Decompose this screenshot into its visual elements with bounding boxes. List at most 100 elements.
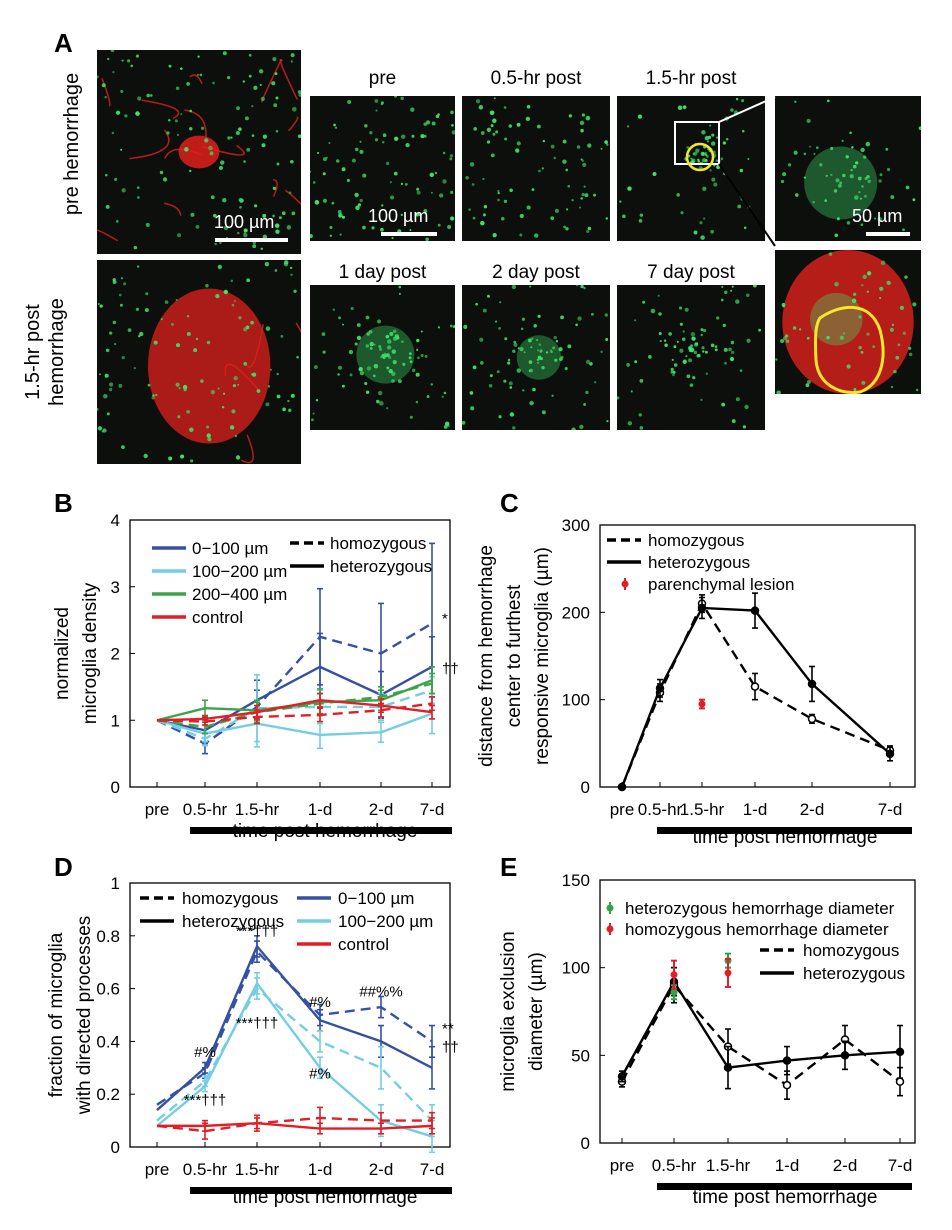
series-line-e	[620, 983, 901, 1087]
panel-label-d: D	[54, 852, 73, 882]
legend-label-c: homozygous	[648, 531, 744, 550]
series-line-d	[156, 986, 433, 1122]
legend-label-d: homozygous	[182, 889, 278, 908]
micrograph-2-day	[462, 285, 610, 430]
x-tick-label-d: 1.5-hr	[235, 1160, 280, 1179]
x-tick-label-d: pre	[145, 1160, 170, 1179]
y-tick-label-d: 0.2	[96, 1085, 120, 1104]
y-tick-label-c: 300	[562, 516, 590, 535]
micrograph-texture	[462, 96, 610, 241]
micrograph-1-day	[310, 285, 455, 430]
series-line-b	[156, 682, 433, 729]
y-tick-label-b: 1	[111, 711, 120, 730]
x-tick-label-b: 0.5-hr	[183, 800, 228, 819]
annotation-d: #%	[309, 1065, 331, 1082]
annotation-d: ††	[442, 1039, 459, 1056]
series-line-d	[156, 949, 433, 1106]
y-tick-label-d: 1	[111, 874, 120, 893]
data-point-e	[895, 1077, 905, 1086]
micrograph-zoom-green	[775, 96, 921, 241]
marker-point-e	[670, 988, 678, 996]
panel-label-e: E	[500, 852, 518, 882]
x-tick-label-c: 7-d	[878, 800, 903, 819]
annotation-d: ***†††	[184, 1092, 227, 1109]
annotation-d: ##%%	[359, 984, 402, 1001]
y-axis-label-e: diameter (µm)	[526, 952, 547, 1071]
title-1-day-post: 1 day post	[338, 262, 427, 283]
annotation-d: ***†††	[236, 923, 279, 940]
y-axis-label-b: normalized	[52, 607, 73, 700]
legend-label-b: 100−200 µm	[192, 562, 287, 581]
x-tick-label-c: 1-d	[743, 800, 768, 819]
y-tick-label-c: 200	[562, 603, 590, 622]
legend-label-b: control	[192, 608, 243, 627]
data-point-e	[840, 1051, 850, 1060]
panel-label-a: A	[54, 28, 73, 58]
scale-bar-label-zoom: 50 µm	[852, 206, 903, 226]
micrograph-texture	[775, 96, 921, 241]
micrograph-texture	[310, 96, 455, 241]
series-line-b	[156, 712, 433, 737]
data-point-c	[750, 682, 760, 691]
title-1-5hr-post: 1.5-hr post	[645, 68, 737, 89]
x-tick-label-e: 7-d	[888, 1156, 913, 1175]
series-line-d	[156, 1116, 432, 1133]
series-line-e	[620, 979, 901, 1077]
y-axis-label-d: with directed processes	[74, 916, 95, 1116]
data-point-c	[807, 714, 817, 724]
data-point-e	[782, 1080, 792, 1090]
legend-label-b: 200−400 µm	[192, 585, 287, 604]
plot-frame-d	[129, 882, 451, 1148]
legend-label-e: heterozygous	[803, 964, 905, 983]
data-point-c	[617, 782, 627, 792]
plot-frame-e	[599, 879, 916, 1144]
time-bar-b	[190, 827, 452, 834]
legend-marker-e	[606, 925, 614, 933]
title-2-day-post: 2 day post	[492, 262, 580, 283]
plot-frame-c	[599, 524, 916, 788]
legend-label-d: 0−100 µm	[338, 889, 414, 908]
data-point-e	[895, 1047, 905, 1057]
x-tick-label-e: 1.5-hr	[706, 1156, 751, 1175]
y-axis-label-c: center to furthest	[504, 584, 525, 727]
series-line-b	[156, 665, 433, 732]
micrograph-post-hemorrhage	[97, 260, 301, 464]
data-point-e	[782, 1056, 792, 1065]
micrograph-texture	[97, 50, 301, 254]
data-point-c	[807, 679, 817, 689]
x-axis-label-b: time post hemorrhage	[233, 821, 418, 842]
y-tick-label-b: 3	[111, 578, 120, 597]
x-tick-label-b: 1.5-hr	[235, 800, 280, 819]
legend-label-b: homozygous	[330, 534, 426, 553]
x-tick-label-b: 7-d	[420, 800, 445, 819]
x-tick-label-c: pre	[610, 800, 635, 819]
micrograph-texture	[617, 285, 765, 430]
marker-point-c	[698, 700, 706, 708]
title-0-5hr-post: 0.5-hr post	[490, 68, 582, 89]
y-tick-label-d: 0	[111, 1138, 120, 1157]
y-axis-label-c: distance from hemorrhage	[476, 545, 497, 767]
x-tick-label-b: 2-d	[369, 800, 394, 819]
x-tick-label-b: pre	[145, 800, 170, 819]
scale-bar-label-large: 100 µm	[214, 212, 275, 232]
scale-bar-zoom	[866, 232, 910, 236]
series-line-b	[156, 702, 433, 723]
legend-label-b: 0−100 µm	[192, 539, 268, 558]
micrograph-7-day	[617, 285, 765, 430]
y-axis-label-d: fraction of microglia	[46, 932, 67, 1097]
series-line-d	[157, 1122, 433, 1130]
title-pre: pre	[368, 68, 397, 89]
scale-bar-label-small: 100 µm	[368, 206, 429, 226]
y-tick-label-d: 0.8	[96, 927, 120, 946]
legend-marker-c	[621, 580, 629, 588]
series-line-b	[156, 679, 433, 722]
data-point-e	[723, 1063, 733, 1072]
legend-marker-e	[606, 904, 614, 912]
x-axis-label-c: time post hemorrhage	[693, 827, 878, 848]
x-axis-label-e: time post hemorrhage	[693, 1187, 878, 1208]
panel-label-b: B	[54, 488, 73, 518]
annotation-d: ***†††	[236, 1015, 279, 1032]
x-tick-label-d: 0.5-hr	[183, 1160, 228, 1179]
data-point-e	[617, 1072, 627, 1081]
